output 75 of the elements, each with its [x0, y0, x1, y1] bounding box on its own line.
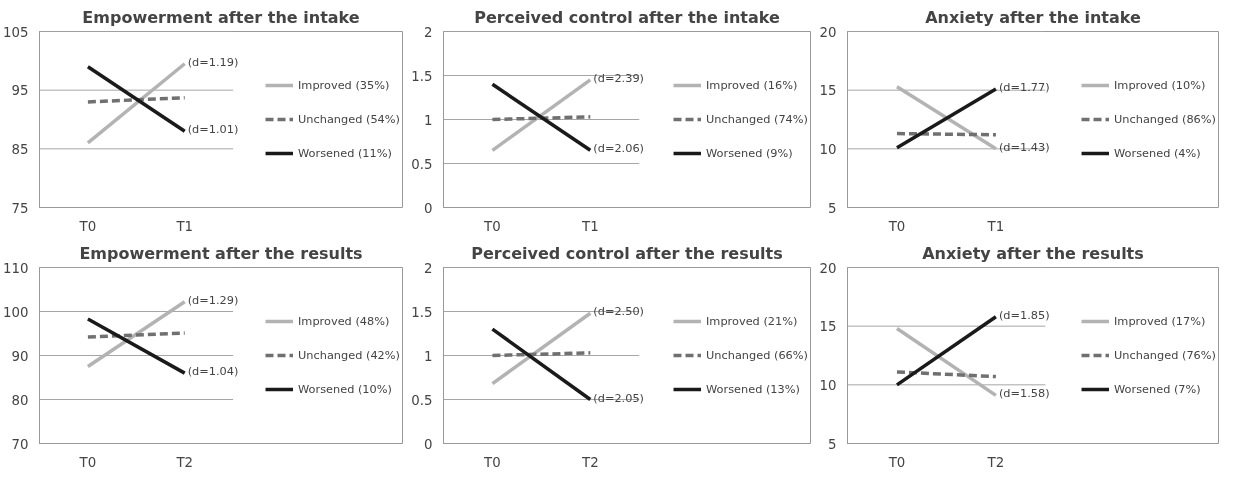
y-tick-label: 1.5 [411, 68, 433, 84]
annotation: (d=1.29) [187, 292, 239, 307]
annotation: (d=2.05) [593, 390, 645, 405]
annotation: (d=1.58) [998, 386, 1050, 401]
y-tick-label: 1.5 [411, 304, 433, 320]
legend-label: Unchanged (74%) [706, 112, 808, 126]
chart-title: Empowerment after the results [79, 243, 363, 263]
annotation: (d=2.06) [593, 141, 645, 156]
annotation: (d=1.01) [187, 122, 239, 137]
chart-title: Anxiety after the results [922, 243, 1144, 263]
x-tick-label: T1 [580, 218, 599, 234]
y-tick-label: 100 [3, 304, 29, 320]
y-tick-label: 0 [424, 436, 433, 452]
legend-label: Worsened (7%) [1114, 382, 1201, 396]
legend-label: Worsened (11%) [298, 146, 392, 160]
y-tick-label: 5 [828, 200, 837, 216]
annotation: (d=1.19) [187, 54, 239, 69]
y-tick-label: 105 [3, 24, 29, 40]
legend-label: Improved (16%) [706, 78, 798, 92]
annotation: (d=2.50) [593, 304, 645, 319]
legend-label: Improved (21%) [706, 314, 798, 328]
annotation: (d=2.39) [593, 70, 645, 85]
x-tick-label: T2 [175, 454, 194, 470]
y-tick-label: 2 [424, 24, 433, 40]
chart-title: Perceived control after the results [471, 243, 783, 263]
chart-title: Empowerment after the intake [82, 7, 360, 27]
y-tick-label: 15 [819, 319, 837, 335]
x-tick-label: T1 [986, 218, 1005, 234]
x-tick-label: T0 [78, 454, 97, 470]
legend-label: Improved (35%) [298, 78, 390, 92]
x-tick-label: T0 [483, 218, 501, 234]
x-tick-label: T0 [887, 218, 906, 234]
legend-label: Unchanged (86%) [1114, 112, 1216, 126]
y-tick-label: 1 [424, 112, 433, 128]
y-tick-label: 95 [11, 83, 29, 99]
y-tick-label: 1 [424, 348, 433, 364]
x-tick-label: T0 [483, 454, 501, 470]
x-tick-label: T0 [78, 218, 97, 234]
y-tick-label: 2 [424, 260, 433, 276]
y-tick-label: 10 [819, 141, 837, 157]
y-tick-label: 10 [819, 377, 837, 393]
legend-label: Improved (17%) [1114, 314, 1206, 328]
legend-label: Worsened (4%) [1114, 146, 1201, 160]
legend-label: Improved (10%) [1114, 78, 1206, 92]
x-tick-label: T0 [887, 454, 906, 470]
legend-label: Improved (48%) [298, 314, 390, 328]
y-tick-label: 0 [424, 200, 433, 216]
y-tick-label: 20 [819, 24, 837, 40]
y-tick-label: 0.5 [411, 392, 433, 408]
annotation: (d=1.77) [998, 79, 1050, 94]
y-tick-label: 0.5 [411, 156, 433, 172]
y-tick-label: 70 [11, 436, 29, 452]
x-tick-label: T2 [580, 454, 599, 470]
y-tick-label: 20 [819, 260, 837, 276]
legend-label: Unchanged (42%) [298, 348, 400, 362]
legend-label: Worsened (9%) [706, 146, 793, 160]
legend-label: Unchanged (76%) [1114, 348, 1216, 362]
legend-label: Unchanged (54%) [298, 112, 400, 126]
x-tick-label: T2 [986, 454, 1005, 470]
y-tick-label: 75 [11, 200, 29, 216]
legend-label: Worsened (10%) [298, 382, 392, 396]
legend-label: Unchanged (66%) [706, 348, 808, 362]
annotation: (d=1.04) [187, 364, 239, 379]
y-tick-label: 90 [11, 348, 29, 364]
x-tick-label: T1 [175, 218, 194, 234]
chart-title: Perceived control after the intake [474, 7, 780, 27]
y-tick-label: 80 [11, 392, 29, 408]
annotation: (d=1.43) [998, 139, 1050, 154]
y-tick-label: 85 [11, 141, 29, 157]
y-tick-label: 5 [828, 436, 837, 452]
y-tick-label: 15 [819, 83, 837, 99]
chart-title: Anxiety after the intake [925, 7, 1141, 27]
y-tick-label: 110 [3, 260, 29, 276]
annotation: (d=1.85) [998, 307, 1050, 322]
legend-label: Worsened (13%) [706, 382, 800, 396]
